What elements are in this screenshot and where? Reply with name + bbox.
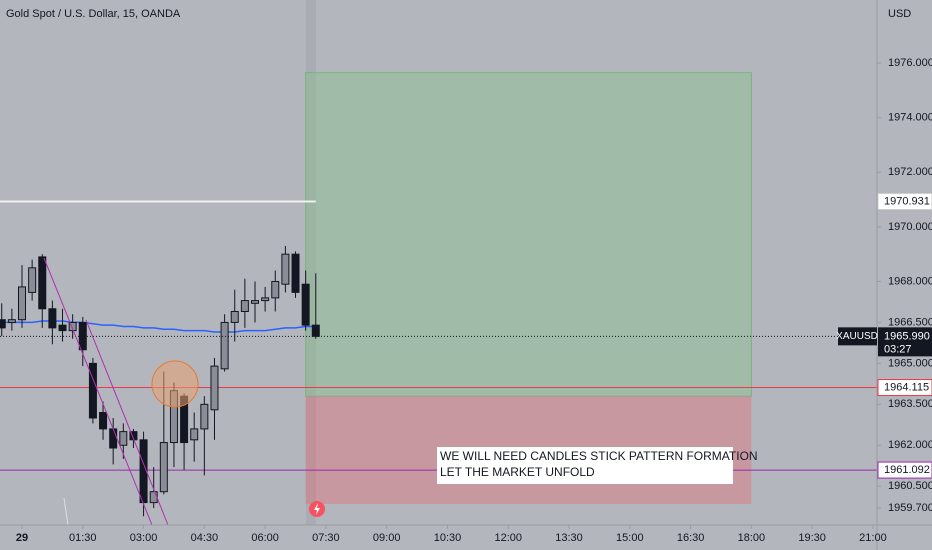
x-tick-label: 15:00 [616, 532, 644, 544]
candle-body [139, 439, 148, 504]
y-tick-label: 1968.000 [888, 275, 932, 287]
y-tick-label: 1970.000 [888, 221, 932, 233]
drawing-line [63, 497, 69, 526]
currency: USD [888, 8, 911, 20]
candle-body [149, 491, 158, 504]
candle-body [240, 300, 249, 313]
candle-body [109, 428, 118, 449]
annotation-line: LET THE MARKET UNFOLD [440, 465, 595, 479]
position-profit [305, 72, 752, 397]
x-tick-label: 13:30 [555, 532, 583, 544]
y-tick-label: 1959.700 [888, 502, 932, 514]
candle-body [78, 321, 87, 351]
y-tick-label: 1972.000 [888, 166, 932, 178]
channel-line [85, 319, 169, 526]
y-tick-label: 1976.000 [888, 57, 932, 69]
candle-body [48, 308, 57, 329]
candle-body [261, 297, 270, 302]
candle-body [230, 311, 239, 323]
event-icon-glyph [314, 503, 320, 515]
last-price-box [878, 327, 932, 357]
y-tick-label: 1974.000 [888, 112, 932, 124]
candle-body [200, 403, 209, 430]
x-tick-label: 18:00 [738, 532, 766, 544]
x-tick-label: 16:30 [677, 532, 705, 544]
last-price-label: 1965.990 [884, 330, 930, 342]
annotation-line: WE WILL NEED CANDLES STICK PATTERN FORMA… [440, 449, 758, 463]
candle-body [311, 324, 320, 337]
x-tick-label: 21:00 [859, 532, 887, 544]
candle-body [190, 428, 199, 441]
candle-body [38, 256, 47, 310]
candle-body [99, 412, 108, 430]
candle-body [271, 280, 280, 299]
x-tick-label: 04:30 [191, 532, 219, 544]
candle-body [210, 365, 219, 411]
symbol-box [838, 327, 877, 346]
x-tick-label: 29 [16, 532, 28, 544]
candle-body [28, 267, 37, 293]
x-tick-label: 12:00 [494, 532, 522, 544]
candle-body [88, 362, 97, 419]
y-tick-label: 1962.000 [888, 439, 932, 451]
session-shade [306, 0, 316, 525]
price-label-box [877, 192, 932, 210]
candle-body [119, 431, 128, 446]
y-tick-label: 1963.500 [888, 398, 932, 410]
y-tick-label: 1966.500 [888, 316, 932, 328]
candle-body [7, 319, 16, 323]
countdown: 03:27 [884, 343, 912, 355]
x-tick-label: 10:30 [434, 532, 462, 544]
annotation-box [437, 447, 733, 484]
candle-body [220, 321, 229, 370]
price-label: 1970.931 [884, 195, 930, 207]
highlight-circle [151, 360, 199, 408]
x-tick-label: 07:30 [312, 532, 340, 544]
price-label: 1964.115 [884, 381, 929, 393]
x-tick-label: 06:00 [251, 532, 279, 544]
price-label: 1961.092 [884, 464, 930, 476]
candle-body [291, 253, 300, 293]
candle-body [18, 286, 27, 321]
symbol-label: XAUUSD [836, 331, 878, 342]
x-tick-label: 01:30 [69, 532, 97, 544]
candle-body [301, 283, 310, 326]
y-tick-label: 1965.000 [888, 357, 932, 369]
channel-line [43, 257, 153, 526]
candle-body [250, 300, 259, 304]
y-tick-label: 1960.500 [888, 480, 932, 492]
candle-body [68, 321, 77, 332]
x-tick-label: 03:00 [130, 532, 158, 544]
candle-body [159, 442, 168, 493]
price-label-box [877, 379, 932, 397]
x-tick-label: 09:00 [373, 532, 401, 544]
candle-body [58, 324, 67, 332]
candle-body [281, 253, 290, 285]
chart-title: Gold Spot / U.S. Dollar, 15, OANDA [6, 8, 181, 20]
x-tick-label: 19:30 [798, 532, 826, 544]
candle-body [0, 319, 6, 329]
price-label-box [877, 461, 932, 479]
